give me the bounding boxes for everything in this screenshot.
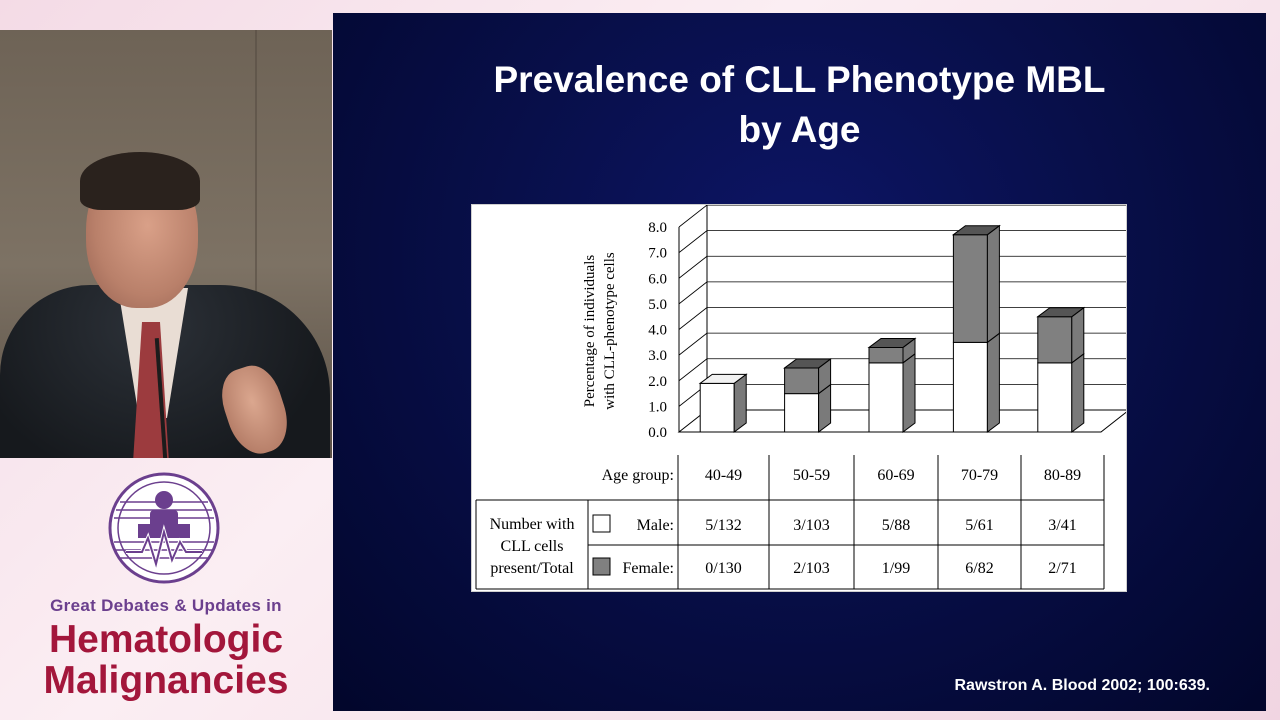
bar-male-side xyxy=(1071,352,1085,433)
legend-label-female: Female: xyxy=(622,560,674,577)
bar-male-side xyxy=(733,373,747,433)
conference-name-line1: Hematologic xyxy=(48,618,284,661)
legend-swatch-male xyxy=(592,514,611,533)
gridline-diagonal xyxy=(678,281,708,305)
bar-female xyxy=(784,367,820,395)
bar-top xyxy=(1036,307,1086,318)
male-count-cell: 5/88 xyxy=(882,517,910,534)
bar-chart: Percentage of individuals with CLL-pheno… xyxy=(475,205,1126,590)
wall-seam xyxy=(255,30,257,458)
speaker-video xyxy=(0,30,332,458)
bar-female-side xyxy=(986,224,1000,344)
y-axis-label-line1: Percentage of individuals xyxy=(582,255,598,408)
slide-title: Prevalence of CLL Phenotype MBL by Age xyxy=(333,55,1266,155)
female-count-cell: 0/130 xyxy=(705,560,741,577)
y-tick-label: 3.0 xyxy=(648,348,667,364)
male-count-cell: 5/132 xyxy=(705,517,741,534)
female-count-cell: 1/99 xyxy=(882,560,910,577)
slide-title-line1: Prevalence of CLL Phenotype MBL xyxy=(493,59,1106,100)
bar-male-side xyxy=(902,352,916,433)
gridline-diagonal xyxy=(678,332,708,356)
age-group-label: Age group: xyxy=(602,467,674,484)
legend-label-male: Male: xyxy=(637,517,674,534)
legend-swatch-female xyxy=(592,557,611,576)
x-tick-label: 80-89 xyxy=(1044,467,1081,484)
female-count-cell: 6/82 xyxy=(965,560,993,577)
y-axis-label-line2: with CLL-phenotype cells xyxy=(602,252,618,410)
y-tick-label: 2.0 xyxy=(648,374,667,390)
x-tick-label: 70-79 xyxy=(961,467,998,484)
y-tick-label: 7.0 xyxy=(648,246,667,262)
conference-name-line2: Malignancies xyxy=(43,659,289,702)
row-header-line: present/Total xyxy=(490,560,574,577)
slide-title-line2: by Age xyxy=(738,109,861,150)
gridline-diagonal xyxy=(678,205,708,228)
x-tick-label: 50-59 xyxy=(793,467,830,484)
bar-male xyxy=(784,393,820,433)
x-tick-label: 60-69 xyxy=(877,467,914,484)
x-tick-label: 40-49 xyxy=(705,467,742,484)
bar-top xyxy=(951,225,1001,236)
conference-tagline: Great Debates & Updates in xyxy=(50,596,282,615)
bar-male xyxy=(868,362,904,433)
conference-logo-icon xyxy=(108,472,220,584)
y-tick-label: 0.0 xyxy=(648,425,667,441)
bar-female xyxy=(952,234,988,343)
y-tick-label: 6.0 xyxy=(648,271,667,287)
gridline-diagonal xyxy=(678,230,708,253)
bar-top xyxy=(783,358,833,369)
bar-female xyxy=(868,346,904,364)
y-tick-label: 8.0 xyxy=(648,220,667,236)
y-tick-label: 5.0 xyxy=(648,297,667,313)
y-tick-label: 1.0 xyxy=(648,399,667,415)
bar-male xyxy=(699,382,735,433)
bar-male xyxy=(952,341,988,433)
bar-top xyxy=(867,337,917,348)
slide-citation: Rawstron A. Blood 2002; 100:639. xyxy=(954,677,1211,694)
y-tick-label: 4.0 xyxy=(648,323,667,339)
chart-figure: Percentage of individuals with CLL-pheno… xyxy=(471,204,1127,592)
female-count-cell: 2/103 xyxy=(793,560,829,577)
male-count-cell: 3/41 xyxy=(1048,517,1076,534)
male-count-cell: 5/61 xyxy=(965,517,993,534)
gridline-diagonal xyxy=(678,255,708,279)
male-count-cell: 3/103 xyxy=(793,517,829,534)
speaker-hair xyxy=(80,152,200,210)
bar-male-side xyxy=(986,332,1000,433)
bar-female xyxy=(1037,316,1073,364)
row-header-line: Number with xyxy=(490,516,575,533)
row-header-line: CLL cells xyxy=(501,538,564,555)
gridline-diagonal xyxy=(678,358,708,382)
bar-top xyxy=(698,373,748,384)
female-count-cell: 2/71 xyxy=(1048,560,1076,577)
gridline-diagonal xyxy=(678,307,708,330)
bar-male xyxy=(1037,362,1073,433)
